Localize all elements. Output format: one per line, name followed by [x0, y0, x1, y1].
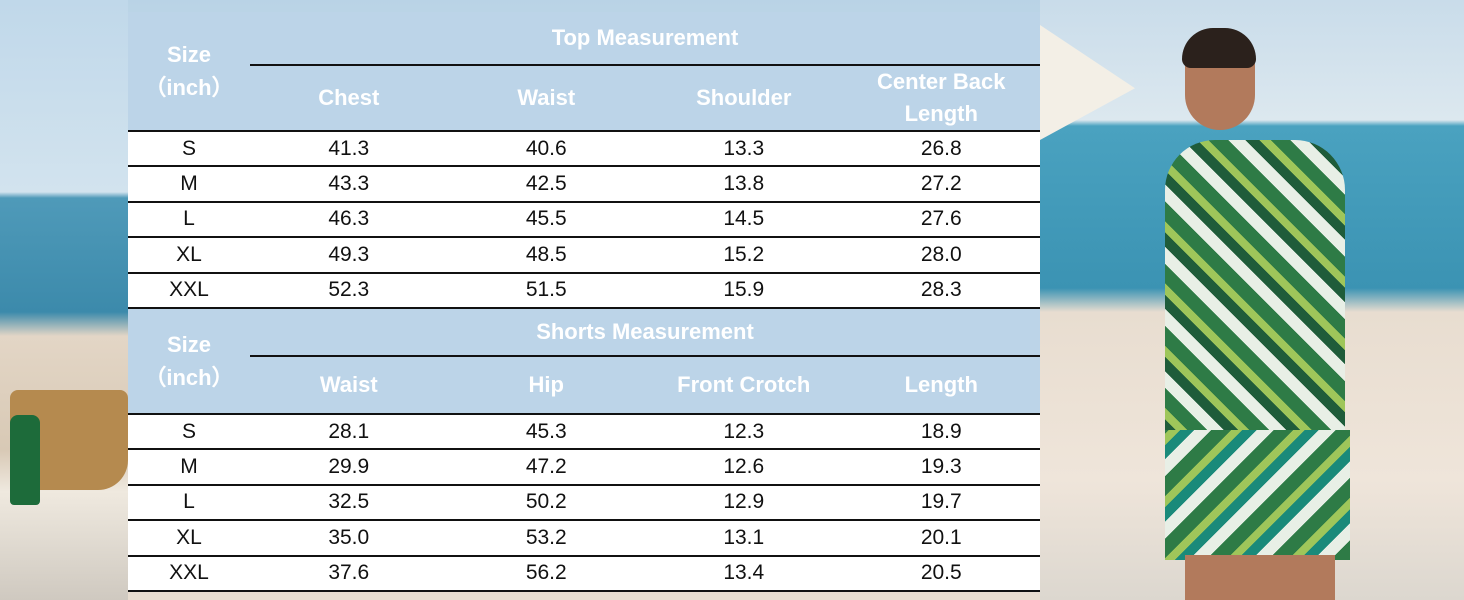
measurement-cell: 53.2: [525, 525, 567, 549]
table-row: S 28.1 45.3 12.3 18.9: [128, 412, 1040, 449]
top-rows: S 41.3 40.6 13.3 26.8 M 43.3 42.5 13.8 27.2 L 46.3 4…: [128, 130, 1040, 309]
table-row: XL 35.0 53.2 13.1 20.1: [128, 519, 1040, 555]
measurement-cell: 37.6: [328, 561, 370, 585]
table-row: XXL 37.6 56.2 13.4 20.5: [128, 554, 1040, 590]
measurement-cell: 49.3: [328, 242, 370, 266]
measurement-cell: 12.6: [723, 455, 765, 479]
measurement-cell: 14.5: [723, 207, 765, 231]
measurement-cell: 28.1: [328, 419, 370, 443]
measurement-cell: 45.3: [525, 419, 567, 443]
measurement-cell: 12.3: [723, 419, 765, 443]
size-label: Size: [166, 42, 212, 67]
size-cell: L: [183, 207, 195, 231]
column-header: Center Back Length: [877, 69, 1006, 126]
top-measurement-title: Top Measurement: [250, 12, 1040, 66]
measurement-cell: 27.6: [920, 207, 962, 231]
size-header: Size （inch）: [128, 309, 250, 413]
measurement-cell: 28.0: [920, 242, 962, 266]
size-cell: M: [180, 172, 198, 196]
measurement-cell: 20.5: [920, 561, 962, 585]
measurement-cell: 19.7: [920, 490, 962, 514]
measurement-cell: 19.3: [920, 455, 962, 479]
measurement-cell: 13.8: [723, 172, 765, 196]
measurement-cell: 46.3: [328, 207, 370, 231]
table-row: S 41.3 40.6 13.3 26.8: [128, 130, 1040, 166]
measurement-cell: 13.4: [723, 561, 765, 585]
measurement-cell: 13.1: [723, 525, 765, 549]
size-cell: M: [180, 455, 198, 479]
measurement-cell: 12.9: [723, 490, 765, 514]
shorts-header: Size （inch） Shorts Measurement Waist Hip Fr…: [128, 308, 1040, 413]
size-cell: XXL: [169, 561, 209, 585]
column-header: Shoulder: [696, 85, 792, 110]
shorts-measurement-title: Shorts Measurement: [250, 309, 1040, 357]
measurement-cell: 45.5: [525, 207, 567, 231]
measurement-cell: 56.2: [525, 561, 567, 585]
top-header: Size （inch） Top Measurement Chest Waist Sho…: [128, 12, 1040, 130]
beach-photo-left: [0, 0, 128, 600]
column-header: Length: [904, 371, 978, 397]
column-header: Hip: [528, 371, 564, 397]
measurement-cell: 15.2: [723, 242, 765, 266]
measurement-cell: 15.9: [723, 278, 765, 302]
table-row: XXL 52.3 51.5 15.9 28.3: [128, 271, 1040, 307]
size-chart: Size （inch） Top Measurement Chest Waist Sho…: [128, 12, 1040, 592]
table-row: L 46.3 45.5 14.5 27.6: [128, 200, 1040, 237]
measurement-cell: 43.3: [328, 172, 370, 196]
measurement-cell: 20.1: [920, 525, 962, 549]
table-row: M 29.9 47.2 12.6 19.3: [128, 448, 1040, 484]
measurement-cell: 48.5: [525, 242, 567, 266]
table-row: L 32.5 50.2 12.9 19.7: [128, 483, 1040, 520]
measurement-cell: 35.0: [328, 525, 370, 549]
column-header: Waist: [319, 371, 378, 397]
measurement-cell: 28.3: [920, 278, 962, 302]
measurement-cell: 13.3: [723, 136, 765, 160]
measurement-cell: 47.2: [525, 455, 567, 479]
column-header: Chest: [318, 85, 380, 110]
size-cell: XL: [176, 242, 202, 266]
column-header: Waist: [517, 85, 576, 110]
bottle: [10, 415, 40, 505]
size-cell: XXL: [169, 278, 209, 302]
shorts-rows: S 28.1 45.3 12.3 18.9 M 29.9 47.2 12.6 19.3 L 32.5 5…: [128, 412, 1040, 592]
measurement-cell: 52.3: [328, 278, 370, 302]
size-cell: L: [183, 490, 195, 514]
measurement-cell: 50.2: [525, 490, 567, 514]
measurement-cell: 42.5: [525, 172, 567, 196]
size-cell: XL: [176, 525, 202, 549]
measurement-cell: 18.9: [920, 419, 962, 443]
measurement-cell: 26.8: [920, 136, 962, 160]
size-cell: S: [181, 136, 196, 160]
size-cell: S: [181, 419, 196, 443]
size-header: Size （inch）: [128, 12, 250, 130]
measurement-cell: 51.5: [525, 278, 567, 302]
table-row: XL 49.3 48.5 15.2 28.0: [128, 236, 1040, 272]
model-wearing-outfit: [1160, 28, 1360, 600]
unit-label: （inch）: [144, 364, 234, 390]
measurement-cell: 41.3: [328, 136, 370, 160]
size-label: Size: [166, 331, 212, 357]
table-row: M 43.3 42.5 13.8 27.2: [128, 165, 1040, 201]
measurement-cell: 27.2: [920, 172, 962, 196]
column-header: Front Crotch: [677, 371, 811, 397]
measurement-cell: 32.5: [328, 490, 370, 514]
measurement-cell: 29.9: [328, 455, 370, 479]
measurement-cell: 40.6: [525, 136, 567, 160]
unit-label: （inch）: [144, 75, 234, 100]
